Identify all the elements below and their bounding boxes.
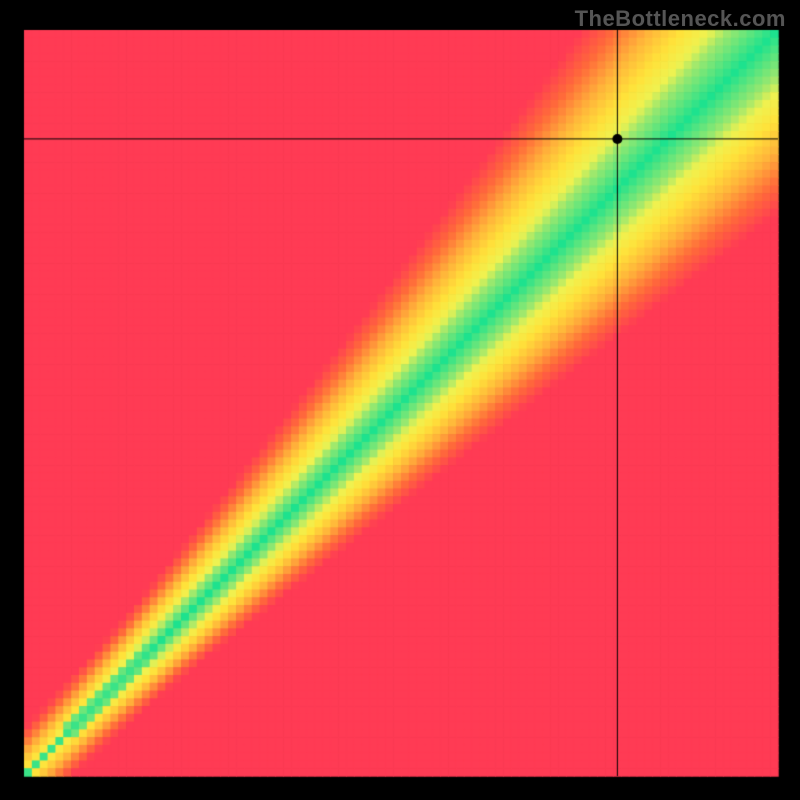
bottleneck-heatmap-canvas <box>0 0 800 800</box>
watermark-text: TheBottleneck.com <box>575 6 786 32</box>
bottleneck-heatmap-container: TheBottleneck.com <box>0 0 800 800</box>
